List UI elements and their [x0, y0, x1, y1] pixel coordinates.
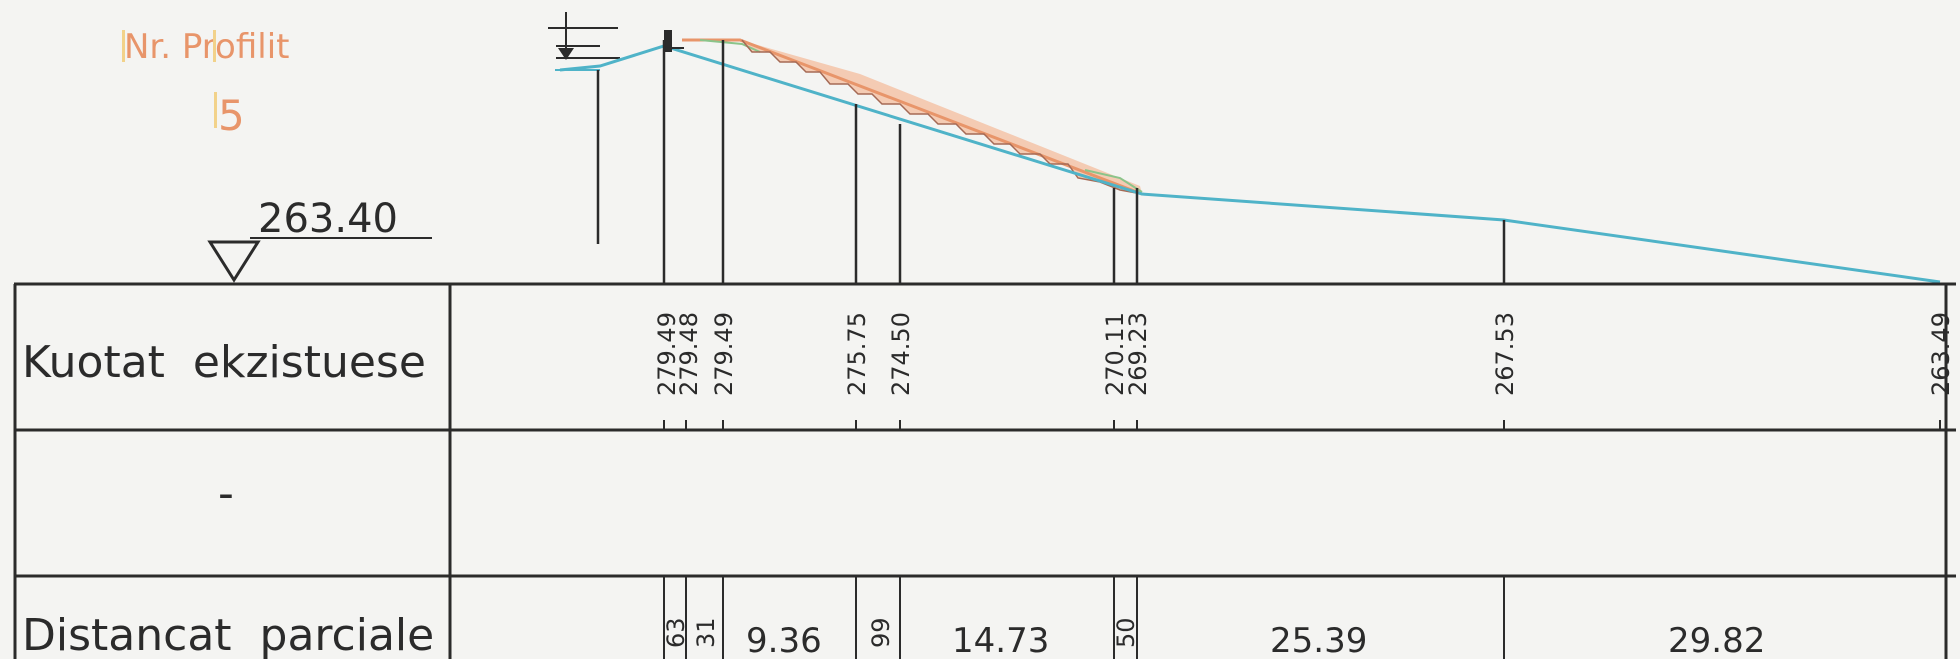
elevation-label: 275.75 — [843, 312, 871, 396]
row-label-elevations: Kuotat ekzistuese — [22, 337, 426, 388]
water-level-symbol — [548, 12, 620, 71]
green-accent-bottom — [1084, 169, 1143, 193]
profile-number: 5 — [218, 91, 245, 140]
elevation-label: 270.11 — [1101, 312, 1129, 396]
title-marker — [122, 30, 125, 62]
elevation-label: 274.50 — [887, 312, 915, 396]
number-marker — [213, 30, 216, 62]
distance-label: 50 — [1112, 617, 1140, 648]
elevation-labels: 279.49 279.48 279.49 275.75 274.50 270.1… — [653, 312, 1955, 396]
distance-label: 99 — [867, 617, 895, 648]
distance-label: 63 — [662, 617, 690, 648]
elevation-label: 279.49 — [653, 312, 681, 396]
distance-dividers — [663, 576, 1505, 659]
distance-label: 9.36 — [746, 621, 822, 659]
terrain-line — [559, 44, 1941, 284]
slope-steps — [741, 39, 1143, 195]
elevation-label: 279.48 — [675, 312, 703, 396]
elevation-label: 269.23 — [1124, 312, 1152, 396]
profile-title: Nr. Profilit — [124, 27, 289, 67]
green-accent-top — [699, 39, 761, 53]
distance-label: 31 — [692, 617, 720, 648]
number-side-marker — [214, 92, 217, 128]
elevation-label: 267.53 — [1491, 312, 1519, 396]
datum-triangle — [207, 240, 261, 283]
distance-label: 14.73 — [952, 621, 1049, 659]
crest-marker — [664, 30, 672, 52]
distance-labels: 63 31 9.36 99 14.73 50 25.39 29.82 — [662, 617, 1765, 659]
elevation-label: 279.49 — [710, 312, 738, 396]
elevation-ticks — [663, 420, 1941, 430]
row-label-empty: - — [218, 468, 234, 519]
row-label-distances: Distancat parciale — [22, 610, 434, 659]
profile-table — [13, 282, 1956, 659]
datum-label: 263.40 — [258, 196, 398, 242]
distance-label: 25.39 — [1270, 621, 1367, 659]
distance-label: 29.82 — [1668, 621, 1765, 659]
elevation-label: 263.49 — [1927, 312, 1955, 396]
station-lines — [596, 40, 1506, 284]
